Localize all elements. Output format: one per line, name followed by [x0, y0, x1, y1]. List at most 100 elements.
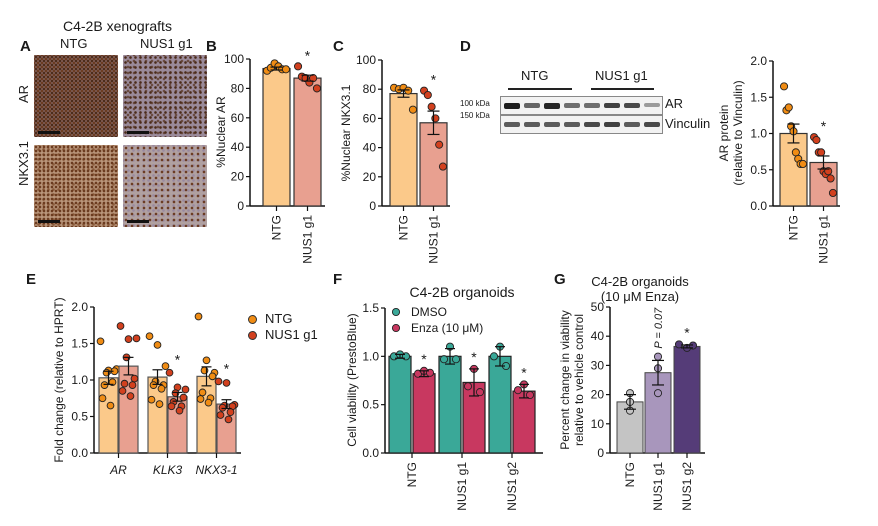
- y-axis-label: Fold change (relative to HPRT): [52, 297, 66, 462]
- marker-100kda: 100 kDa: [460, 99, 490, 108]
- significance-star: *: [684, 324, 690, 340]
- x-tick-label: NKX3-1: [195, 463, 237, 477]
- data-point: [226, 408, 235, 416]
- y-tick-label: 2.0: [750, 54, 767, 68]
- data-point: [116, 322, 125, 330]
- y-axis-label: Percent change in viability: [558, 310, 572, 449]
- y-tick-label: 30: [591, 358, 605, 372]
- legend-label-enza: Enza (10 μM): [411, 321, 483, 335]
- y-tick-label: 100: [224, 52, 244, 66]
- y-tick-label: 10: [591, 417, 605, 431]
- data-point: [312, 84, 322, 93]
- panel-a-col-nus1: NUS1 g1: [140, 36, 193, 51]
- significance-star: *: [471, 349, 477, 365]
- data-point: [124, 335, 133, 343]
- x-tick-label: NUS1 g1: [817, 215, 831, 264]
- significance-star: *: [305, 47, 311, 63]
- data-point: [202, 356, 211, 365]
- ar-band: [564, 103, 580, 108]
- legend-label-dmso: DMSO: [411, 305, 447, 319]
- y-tick-label: 80: [231, 81, 245, 95]
- x-tick-label: NTG: [405, 462, 419, 487]
- vinculin-band: [584, 122, 600, 128]
- significance-star: *: [521, 364, 527, 380]
- ar-band: [504, 103, 520, 109]
- panel-a-title: C4-2B xenografts: [63, 18, 172, 34]
- x-tick-label: NUS1 g2: [505, 462, 519, 511]
- data-point: [132, 334, 141, 343]
- vinculin-band: [564, 122, 580, 127]
- data-point: [98, 394, 107, 403]
- bar-b-0: [262, 67, 291, 207]
- vinculin-band: [504, 122, 520, 127]
- data-point: [293, 62, 303, 71]
- scale-bar: [127, 220, 149, 223]
- data-point: [128, 381, 137, 389]
- y-tick-label: 0: [597, 446, 604, 460]
- panel-label-f: F: [333, 271, 343, 288]
- data-point: [198, 388, 207, 397]
- data-point: [130, 374, 139, 383]
- blot-group-ntg: NTG: [521, 68, 549, 83]
- data-point: [120, 379, 129, 388]
- data-point: [126, 392, 135, 400]
- y-tick-label: 0.5: [750, 163, 767, 177]
- scale-bar: [127, 131, 149, 134]
- y-tick-label: 2.0: [71, 300, 88, 314]
- bar-f-dmso: [438, 355, 462, 454]
- chart-title: C4-2B organoids: [591, 274, 689, 289]
- bar-f-dmso: [388, 355, 412, 454]
- significance-star: *: [175, 352, 181, 368]
- data-point: [438, 162, 448, 171]
- significance-star: *: [821, 118, 827, 134]
- data-point: [489, 352, 499, 361]
- x-tick-label: KLK3: [153, 463, 183, 477]
- data-point: [427, 102, 436, 111]
- y-tick-label: 100: [356, 53, 376, 67]
- panel-label-d: D: [460, 38, 471, 55]
- data-point: [784, 103, 793, 112]
- y-tick-label: 40: [363, 141, 377, 155]
- y-axis-label-secondary: relative to vehicle control: [572, 314, 586, 446]
- x-tick-label: NUS1 g1: [455, 462, 469, 511]
- x-tick-label: NTG: [623, 462, 637, 487]
- legend-label-nus1: NUS1 g1: [265, 327, 318, 342]
- data-point: [423, 90, 432, 100]
- x-tick-label: NUS1 g2: [680, 462, 694, 511]
- y-axis-label-secondary: (relative to Vinculin): [731, 80, 745, 185]
- chart-subtitle: (10 μM Enza): [601, 289, 679, 304]
- data-point: [817, 148, 826, 157]
- legend-marker-enza: [391, 323, 401, 333]
- data-point: [828, 188, 838, 197]
- data-point: [222, 379, 231, 387]
- bar-f-dmso: [488, 355, 512, 454]
- y-tick-label: 0.5: [71, 410, 88, 424]
- data-point: [147, 395, 156, 404]
- y-tick-label: 1.5: [750, 90, 767, 104]
- data-point: [408, 105, 418, 114]
- data-point: [404, 86, 413, 95]
- ar-band: [624, 103, 640, 109]
- y-tick-label: 1.0: [71, 373, 88, 387]
- blot-label-ar: AR: [665, 96, 684, 111]
- bar-b-1: [293, 77, 322, 207]
- x-tick-label: NTG: [787, 215, 801, 240]
- data-point: [463, 382, 473, 391]
- data-point: [525, 390, 535, 400]
- data-point: [653, 352, 663, 361]
- y-tick-label: 1.0: [362, 349, 379, 363]
- data-point: [451, 355, 461, 364]
- blot-label-vinculin: Vinculin: [665, 116, 711, 131]
- significance-star: *: [224, 360, 230, 376]
- blot-group-nus1: NUS1 g1: [595, 68, 648, 83]
- y-tick-label: 40: [231, 140, 245, 154]
- x-tick-label: NUS1 g1: [301, 215, 315, 264]
- y-tick-label: 0.0: [362, 446, 379, 460]
- y-tick-label: 1.5: [362, 301, 379, 315]
- data-point: [157, 384, 166, 393]
- data-point: [145, 332, 154, 341]
- p-value-annotation: P = 0.07: [653, 307, 665, 349]
- data-point: [653, 389, 663, 398]
- data-point: [513, 386, 523, 395]
- panel-label-b: B: [206, 38, 217, 55]
